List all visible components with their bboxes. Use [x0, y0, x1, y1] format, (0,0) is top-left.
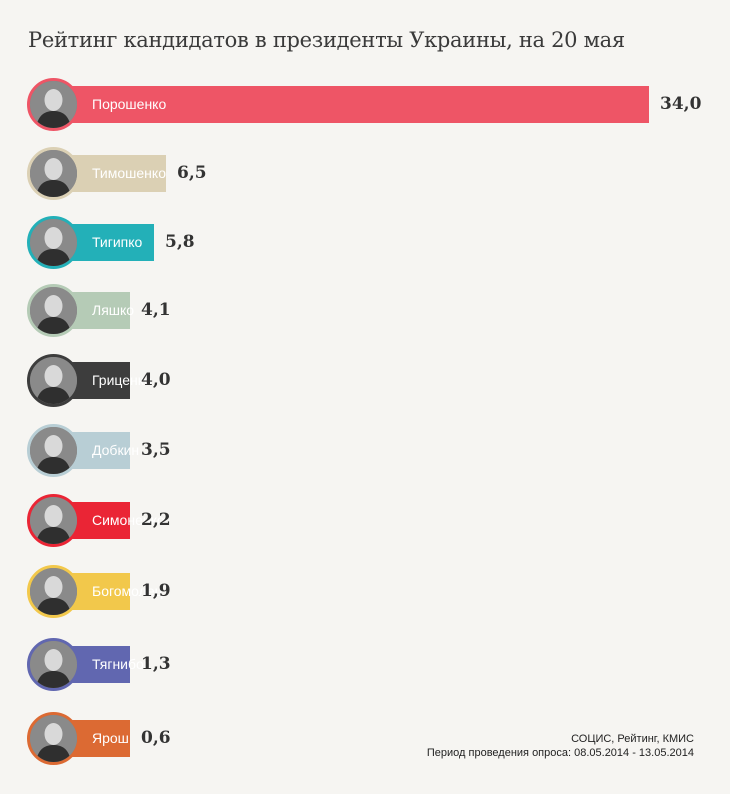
- bar-row: Симоненко 2,2: [0, 492, 730, 548]
- bar: [52, 86, 649, 123]
- bar-label: Гриценко: [92, 372, 152, 388]
- bar-label: Богомолец: [92, 583, 163, 599]
- bar-label: Ляшко: [92, 302, 135, 318]
- value-label: 1,9: [141, 581, 171, 601]
- bar-label: Тигипко: [92, 234, 143, 250]
- portrait-icon: [27, 354, 80, 407]
- bar-row: Тимошенко 6,5: [0, 145, 730, 201]
- value-label: 5,8: [165, 232, 195, 252]
- bar-label: Порошенко: [92, 96, 167, 112]
- bar-row: Гриценко 4,0: [0, 352, 730, 408]
- value-label: 34,0: [660, 94, 702, 114]
- bar-row: Добкин 3,5: [0, 422, 730, 478]
- portrait-icon: [27, 424, 80, 477]
- bar-label: Симоненко: [92, 512, 165, 528]
- chart-title: Рейтинг кандидатов в президенты Украины,…: [28, 28, 625, 52]
- portrait-icon: [27, 216, 80, 269]
- portrait-icon: [27, 712, 80, 765]
- bar-label: Добкин: [92, 442, 140, 458]
- bar-row: Ляшко 4,1: [0, 282, 730, 338]
- period-line: Период проведения опроса: 08.05.2014 - 1…: [426, 747, 694, 759]
- value-label: 3,5: [141, 440, 171, 460]
- portrait-icon: [27, 565, 80, 618]
- portrait-icon: [27, 78, 80, 131]
- bar-row: Тягнибок 1,3: [0, 636, 730, 692]
- bar-row: Тигипко 5,8: [0, 214, 730, 270]
- portrait-icon: [27, 638, 80, 691]
- portrait-icon: [27, 494, 80, 547]
- bar-row: Порошенко 34,0: [0, 76, 730, 132]
- source-line: СОЦИС, Рейтинг, КМИС: [571, 733, 694, 745]
- bar-row: Богомолец 1,9: [0, 563, 730, 619]
- value-label: 6,5: [177, 163, 207, 183]
- value-label: 4,0: [141, 370, 171, 390]
- source-note: СОЦИС, Рейтинг, КМИС Период проведения о…: [427, 732, 694, 760]
- portrait-icon: [27, 284, 80, 337]
- value-label: 1,3: [141, 654, 171, 674]
- portrait-icon: [27, 147, 80, 200]
- value-label: 2,2: [141, 510, 171, 530]
- bar-label: Ярош: [92, 730, 129, 746]
- value-label: 0,6: [141, 728, 171, 748]
- bar-label: Тимошенко: [92, 165, 166, 181]
- bar-row: Ярош 0,6: [0, 710, 730, 766]
- value-label: 4,1: [141, 300, 171, 320]
- bar-label: Тягнибок: [92, 656, 150, 672]
